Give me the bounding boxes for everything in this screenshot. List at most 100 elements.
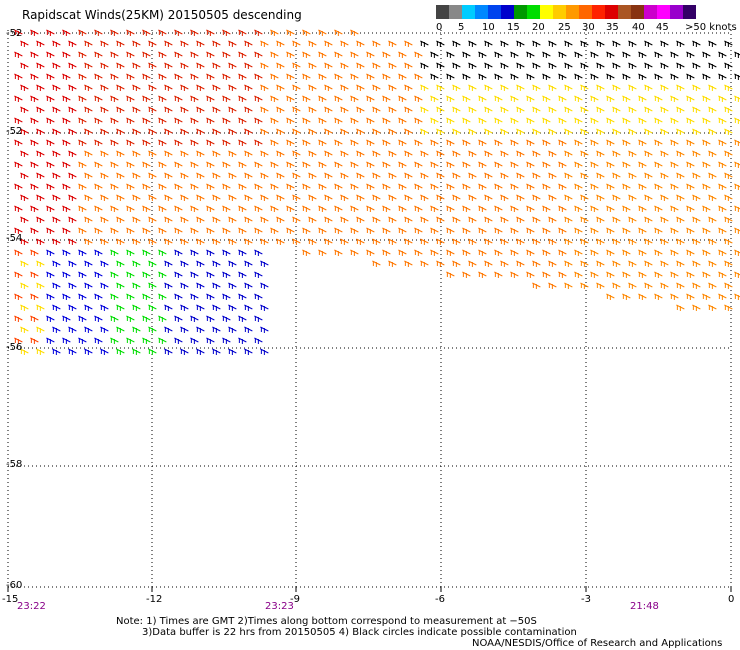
wind-barb [718,293,727,300]
wind-barb [414,139,423,146]
wind-barb [622,183,631,190]
wind-barb [452,238,461,245]
wind-barb [676,216,685,223]
wind-barb [148,106,157,113]
wind-barb [260,348,269,355]
wind-barb [660,282,669,289]
wind-barb [190,271,199,278]
wind-barb [356,172,365,179]
wind-barb [78,315,87,322]
wind-barb [20,304,29,311]
wind-barb [414,73,423,80]
wind-barb [484,84,493,91]
wind-barb [254,337,263,344]
wind-barb [148,40,157,47]
wind-barb [622,51,631,58]
wind-barb [478,249,487,256]
wind-barb [180,238,189,245]
wind-barb [548,106,557,113]
wind-barb [414,205,423,212]
wind-barb [532,260,541,267]
wind-barb [222,139,231,146]
wind-barb [350,183,359,190]
wind-barb [612,62,621,69]
wind-barb [142,205,151,212]
wind-barb [254,161,263,168]
wind-barb [580,238,589,245]
wind-barb [622,271,631,278]
wind-barb [590,73,599,80]
wind-barb [94,205,103,212]
wind-barb [654,73,663,80]
wind-barb [78,227,87,234]
wind-barb [222,95,231,102]
wind-barb [260,172,269,179]
wind-barb [36,62,45,69]
wind-barb [110,51,119,58]
wind-barb [270,117,279,124]
wind-barb [244,40,253,47]
wind-barb [564,260,573,267]
legend-swatch [540,5,553,19]
wind-barb [30,139,39,146]
wind-barb [260,326,269,333]
wind-barb [334,249,343,256]
wind-barb [308,172,317,179]
wind-barb [324,40,333,47]
wind-barb [94,271,103,278]
wind-barb [644,194,653,201]
wind-barb [222,293,231,300]
wind-barb [612,172,621,179]
wind-barb [174,227,183,234]
wind-barb [84,194,93,201]
wind-barb [302,29,311,36]
wind-barb [110,161,119,168]
wind-barb [270,205,279,212]
wind-barb [318,117,327,124]
wind-barb [590,205,599,212]
wind-barb [110,117,119,124]
wind-barb [52,62,61,69]
wind-barb [212,282,221,289]
wind-barb [500,172,509,179]
wind-barb [628,106,637,113]
wind-barb [612,194,621,201]
wind-barb [692,260,701,267]
wind-barb [270,73,279,80]
legend-swatch [657,5,670,19]
wind-barb [676,84,685,91]
wind-barb [446,73,455,80]
wind-barb [350,95,359,102]
wind-barb [110,73,119,80]
wind-barb [174,139,183,146]
wind-barb [580,216,589,223]
wind-barb [654,161,663,168]
wind-barb [84,40,93,47]
legend-swatch [644,5,657,19]
note-line-2: 3)Data buffer is 22 hrs from 20150505 4)… [142,627,577,638]
wind-barb [78,293,87,300]
wind-barb [468,194,477,201]
wind-barb [532,62,541,69]
wind-barb [494,183,503,190]
wind-barb [734,73,740,80]
wind-barb [260,260,269,267]
wind-barb [484,150,493,157]
wind-barb [62,73,71,80]
wind-barb [494,51,503,58]
wind-barb [596,128,605,135]
wind-barb [254,227,263,234]
wind-barb [526,73,535,80]
wind-barb [334,51,343,58]
wind-barb [244,172,253,179]
wind-barb [436,216,445,223]
wind-barb [628,238,637,245]
wind-barb [142,249,151,256]
wind-barb [14,337,23,344]
wind-barb [638,293,647,300]
wind-barb [244,128,253,135]
wind-barb [78,271,87,278]
wind-barb [62,95,71,102]
wind-barb [84,128,93,135]
